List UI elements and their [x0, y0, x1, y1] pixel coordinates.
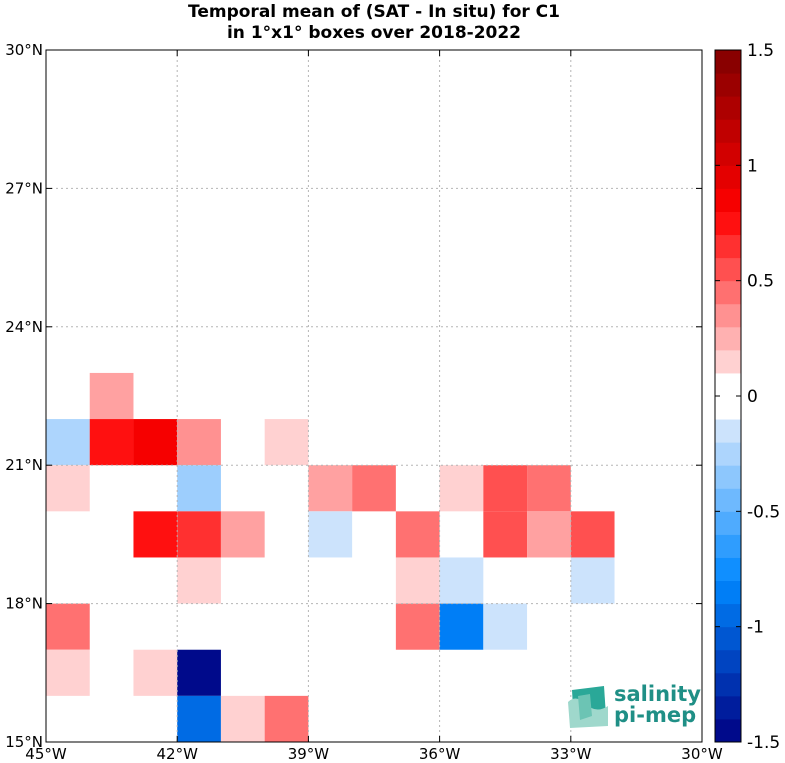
y-tick-label: 27°N	[5, 179, 43, 197]
colorbar-segment	[715, 188, 741, 212]
data-cell	[46, 603, 90, 650]
data-cell	[177, 695, 221, 742]
colorbar-segment	[715, 534, 741, 558]
chart-title-line1: Temporal mean of (SAT - In situ) for C1	[188, 2, 560, 22]
data-cell	[177, 557, 221, 604]
y-tick-label: 15°N	[5, 733, 43, 751]
colorbar-segment	[715, 580, 741, 605]
data-cell	[308, 511, 353, 558]
colorbar-segment	[715, 349, 741, 374]
data-cell	[483, 465, 528, 512]
data-cell	[133, 649, 178, 696]
data-cell	[46, 419, 90, 466]
x-tick-label: 30°W	[681, 745, 723, 763]
colorbar-segment	[715, 603, 741, 628]
colorbar-segment	[715, 372, 741, 397]
data-cell	[395, 511, 440, 558]
data-cell	[352, 465, 396, 512]
colorbar-tick-label: 0.5	[747, 272, 774, 292]
y-tick-label: 21°N	[5, 456, 43, 474]
colorbar-segment	[715, 234, 741, 259]
data-cell	[177, 649, 221, 696]
y-tick-label: 18°N	[5, 595, 43, 613]
x-tick-label: 45°W	[25, 745, 67, 763]
colorbar-segment	[715, 465, 741, 489]
data-cell	[308, 465, 353, 512]
colorbar-tick-label: 0	[747, 387, 758, 407]
colorbar-segment	[715, 557, 741, 582]
colorbar-segment	[715, 672, 741, 697]
colorbar-segment	[715, 718, 741, 743]
colorbar-segment	[715, 211, 741, 236]
colorbar-tick-label: 1.5	[747, 41, 774, 61]
colorbar-segment	[715, 511, 741, 535]
colorbar-segment	[715, 419, 741, 443]
data-cell	[133, 511, 178, 558]
colorbar-segment	[715, 442, 741, 466]
colorbar-segment	[715, 326, 741, 351]
data-cell	[264, 695, 309, 742]
data-cell	[570, 511, 615, 558]
data-cell	[483, 603, 528, 650]
colorbar-segment	[715, 303, 741, 328]
data-cell	[89, 419, 134, 466]
data-cell	[220, 511, 265, 558]
data-cells	[46, 372, 615, 742]
data-cell	[177, 511, 221, 558]
map-frame	[45, 49, 703, 743]
data-cell	[570, 557, 615, 604]
colorbar: 1.5 1 0.5 0 -0.5 -1 -1.5	[714, 41, 780, 753]
data-cell	[527, 465, 571, 512]
x-tick-label: 42°W	[156, 745, 198, 763]
data-cell	[395, 603, 440, 650]
chart-title-line2: in 1°x1° boxes over 2018-2022	[226, 23, 522, 43]
data-cell	[439, 603, 484, 650]
colorbar-tick-label: -0.5	[747, 502, 780, 522]
x-tick-label: 33°W	[550, 745, 592, 763]
axis-ticks: 45°W 42°W 39°W 36°W 33°W 30°W 15°N 18°N 21°N 24°N…	[5, 41, 723, 763]
data-cell	[46, 649, 90, 696]
colorbar-segment	[715, 142, 741, 166]
y-tick-label: 30°N	[5, 41, 43, 59]
colorbar-segment	[715, 96, 741, 120]
data-cell	[220, 695, 265, 742]
colorbar-segment	[715, 396, 741, 420]
x-tick-label: 36°W	[419, 745, 461, 763]
y-tick-label: 24°N	[5, 318, 43, 336]
logo-text-line1: salinity	[614, 682, 701, 706]
colorbar-tick-label: 1	[747, 156, 758, 176]
data-cell	[46, 465, 90, 512]
data-cell	[177, 419, 221, 466]
colorbar-segment	[715, 165, 741, 189]
data-cell	[89, 372, 134, 420]
data-cell	[264, 419, 309, 466]
colorbar-segment	[715, 119, 741, 143]
data-cell	[395, 557, 440, 604]
data-cell	[177, 465, 221, 512]
colorbar-tick-label: -1	[747, 618, 764, 638]
colorbar-segment	[715, 488, 741, 512]
x-tick-label: 39°W	[288, 745, 330, 763]
colorbar-segment	[715, 695, 741, 720]
data-cell	[527, 511, 571, 558]
data-cell	[439, 557, 484, 604]
salinity-logo-icon	[568, 686, 608, 728]
data-cell	[483, 511, 528, 558]
colorbar-tick-label: -1.5	[747, 733, 780, 753]
data-cell	[439, 465, 484, 512]
colorbar-segment	[715, 649, 741, 674]
colorbar-segment	[715, 280, 741, 305]
gridlines	[46, 50, 702, 742]
data-cell	[133, 419, 178, 466]
logo-text-line2: pi-mep	[614, 703, 697, 727]
colorbar-segment	[715, 257, 741, 282]
colorbar-segment	[715, 73, 741, 97]
colorbar-segment	[715, 626, 741, 651]
colorbar-segment	[715, 50, 741, 74]
